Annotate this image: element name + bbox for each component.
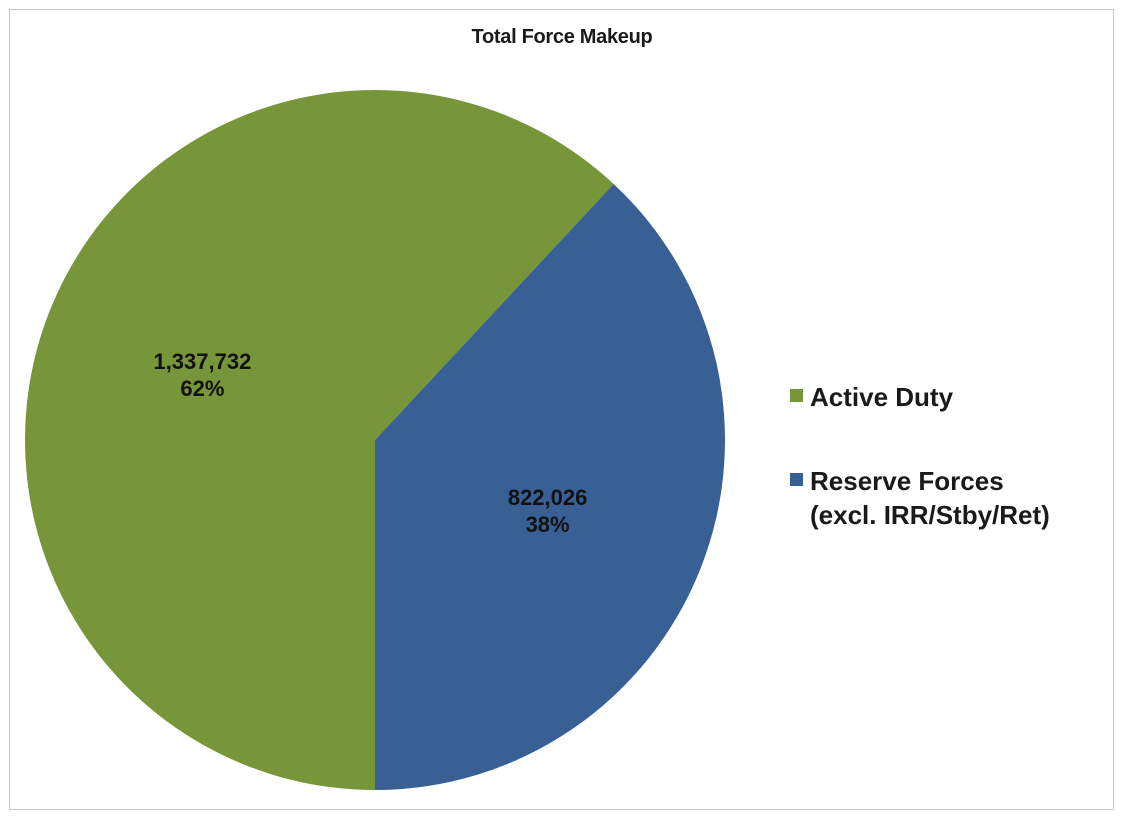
pie-slice-reserve-forces [375,183,726,790]
legend-swatch-active-duty [790,389,803,402]
legend-label-line: Reserve Forces [810,466,1004,496]
data-label-value-active-duty: 1,337,732 [153,349,251,374]
legend-label-line: Active Duty [810,382,954,412]
data-label-percent-active-duty: 62% [180,376,224,401]
legend-label-line: (excl. IRR/Stby/Ret) [810,500,1050,530]
legend-item-reserve-forces: Reserve Forces (excl. IRR/Stby/Ret) [790,464,1050,532]
legend-swatch-reserve-forces [790,473,803,486]
legend-item-active-duty: Active Duty [790,380,1050,414]
data-label-percent-reserve-forces: 38% [526,512,570,537]
legend-label-reserve-forces: Reserve Forces (excl. IRR/Stby/Ret) [810,464,1050,532]
legend: Active Duty Reserve Forces (excl. IRR/St… [790,380,1050,582]
chart-title: Total Force Makeup [471,26,653,48]
legend-label-active-duty: Active Duty [810,380,953,414]
pie-slice-active-duty [25,89,614,790]
data-label-value-reserve-forces: 822,026 [508,485,588,510]
